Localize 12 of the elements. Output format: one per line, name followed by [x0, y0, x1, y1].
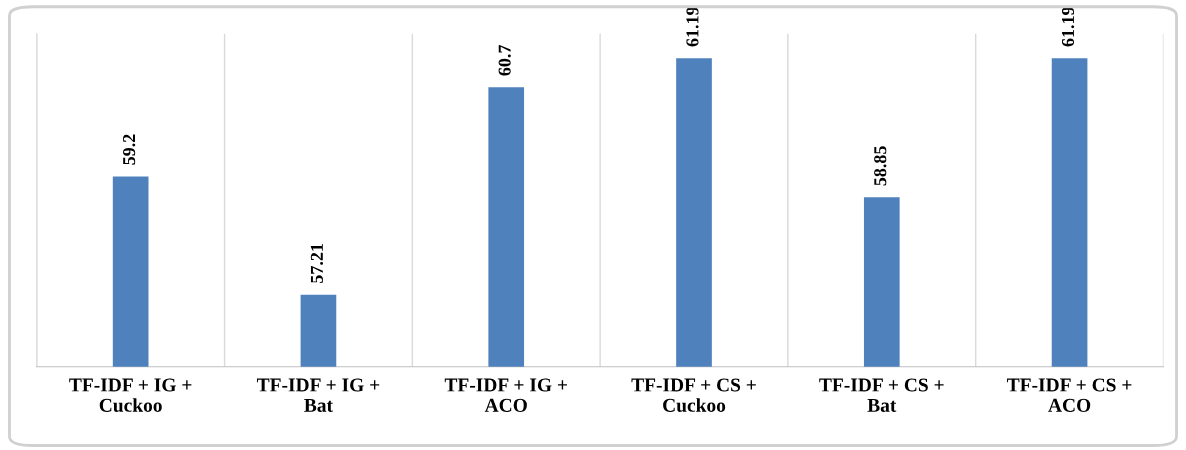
x-tick-label: TF-IDF + IG + Bat [256, 378, 380, 412]
x-tick-label: TF-IDF + IG + ACO [444, 378, 567, 412]
data-label: 59.2 [123, 134, 136, 165]
data-label: 58.85 [874, 146, 887, 186]
x-tick-label: TF-IDF + CS + ACO [1007, 378, 1132, 412]
x-tick-label: TF-IDF + CS + Bat [819, 378, 944, 412]
data-label: 60.7 [498, 45, 511, 76]
x-tick-label: TF-IDF + CS + Cuckoo [631, 378, 756, 412]
x-tick-label: TF-IDF + IG + Cuckoo [69, 378, 192, 412]
data-label: 61.19 [686, 7, 699, 47]
data-label: 57.21 [310, 244, 324, 283]
data-label: 61.19 [1061, 7, 1075, 47]
